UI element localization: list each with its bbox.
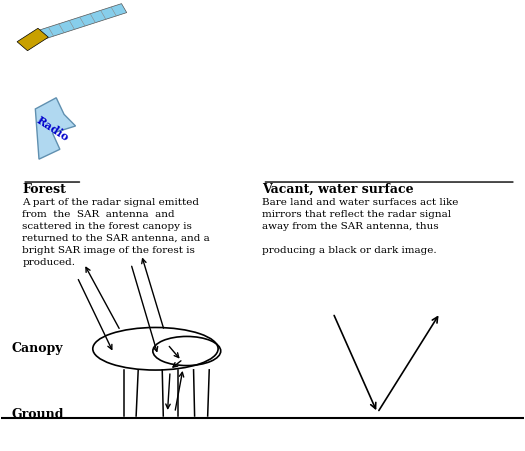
Text: Vacant, water surface: Vacant, water surface: [262, 183, 414, 196]
Text: Bare land and water surfaces act like
mirrors that reflect the radar signal
away: Bare land and water surfaces act like mi…: [262, 198, 459, 255]
Text: Radio: Radio: [34, 114, 71, 143]
Text: Canopy: Canopy: [12, 342, 64, 355]
Text: Forest: Forest: [22, 183, 66, 196]
Polygon shape: [17, 28, 48, 51]
Polygon shape: [35, 98, 76, 159]
Text: Ground: Ground: [12, 408, 65, 421]
Text: A part of the radar signal emitted
from  the  SAR  antenna  and
scattered in the: A part of the radar signal emitted from …: [22, 198, 210, 267]
Polygon shape: [38, 4, 127, 40]
